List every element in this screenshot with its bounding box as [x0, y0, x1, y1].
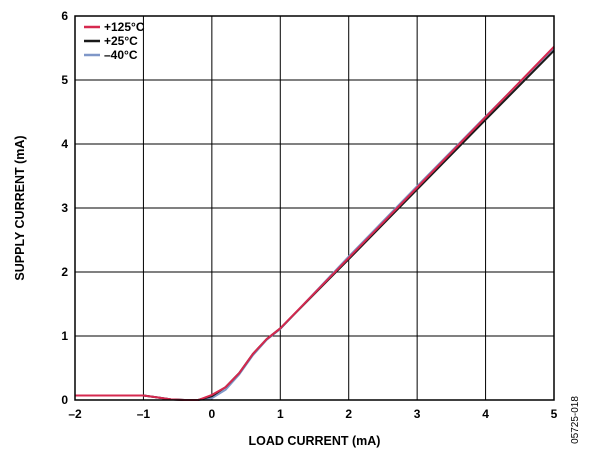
y-tick-label: 0 [61, 393, 68, 407]
x-tick-label: 0 [209, 407, 216, 421]
y-tick-label: 3 [61, 201, 68, 215]
figure-id: 05725-018 [570, 396, 581, 444]
x-tick-label: 3 [414, 407, 421, 421]
x-axis-title: LOAD CURRENT (mA) [249, 434, 381, 448]
x-tick-label: –1 [137, 407, 151, 421]
y-tick-label: 4 [61, 137, 68, 151]
legend-label: +25°C [104, 34, 138, 48]
y-tick-labels: 0 1 2 3 4 5 6 [61, 9, 68, 407]
series-line [75, 46, 555, 401]
y-tick-label: 1 [61, 329, 68, 343]
y-axis-title: SUPPLY CURRENT (mA) [13, 135, 27, 280]
chart-legend: +125°C+25°C–40°C [84, 20, 145, 62]
plot-frame [74, 15, 555, 401]
y-tick-label: 5 [61, 73, 68, 87]
y-tick-label: 6 [61, 9, 68, 23]
legend-label: –40°C [104, 48, 138, 62]
series-line [75, 49, 555, 401]
y-tick-label: 2 [61, 265, 68, 279]
x-tick-label: 4 [482, 407, 489, 421]
x-tick-label: 5 [551, 407, 558, 421]
chart-series-layer [75, 46, 555, 401]
x-tick-labels: –2 –1 0 1 2 3 4 5 [68, 407, 557, 421]
series-line [75, 47, 555, 401]
x-tick-label: –2 [68, 407, 82, 421]
chart-grid [74, 15, 555, 401]
legend-label: +125°C [104, 20, 145, 34]
x-tick-label: 1 [277, 407, 284, 421]
x-tick-label: 2 [345, 407, 352, 421]
